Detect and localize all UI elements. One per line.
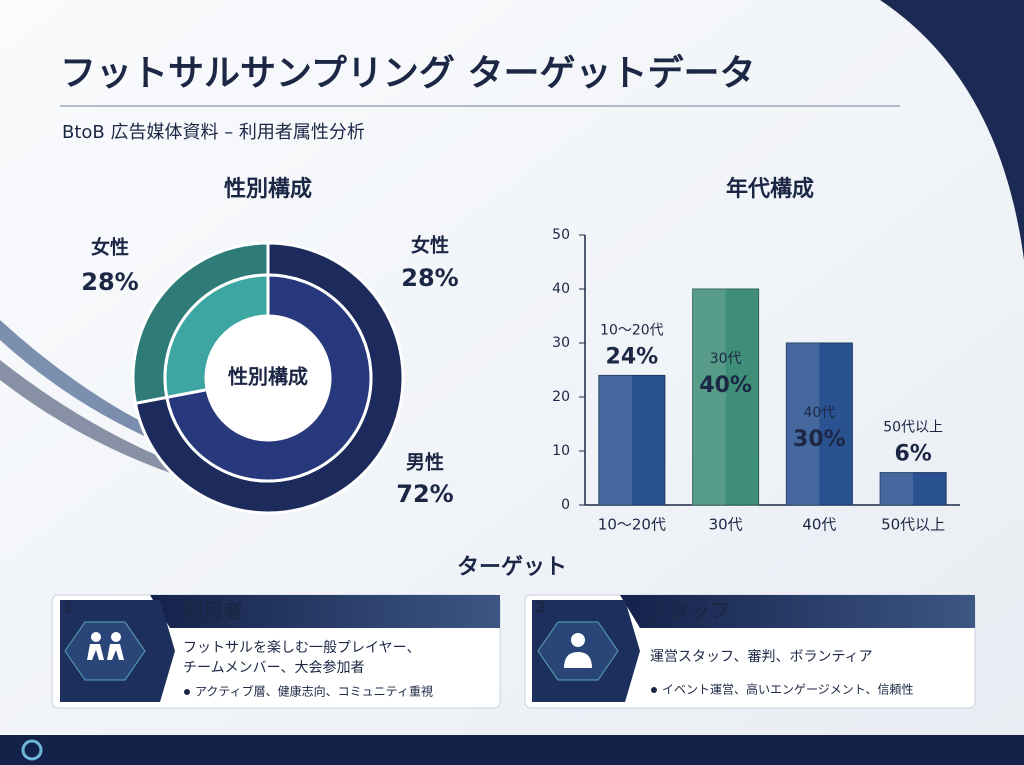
- bar-shine: [692, 289, 726, 505]
- bar-shine: [598, 375, 632, 505]
- slice-label: 28%: [401, 264, 458, 292]
- age-chart: 年代構成 0 10 20 30 40 50 10～20代 10～20代 24% 30代 30代 40%…: [552, 176, 960, 534]
- y-tick-label: 50: [552, 227, 570, 243]
- card-bullet: イベント運営、高いエンゲージメント、信頼性: [662, 682, 914, 697]
- bar-value-label: 24%: [606, 344, 659, 369]
- y-tick-label: 0: [561, 497, 570, 513]
- card-header: [150, 595, 500, 628]
- corner-decoration: [880, 0, 1024, 260]
- target-card: 2 スタッフ 運営スタッフ、審判、ボランティア イベント運営、高いエンゲージメン…: [524, 594, 976, 709]
- donut-hole: [206, 316, 330, 440]
- y-tick-label: 20: [552, 389, 570, 405]
- slice-name: 女性: [91, 236, 129, 259]
- chart-title: 性別構成: [224, 176, 312, 202]
- x-tick-label: 40代: [802, 516, 836, 534]
- card-description: フットサルを楽しむ一般プレイヤー、: [183, 640, 420, 656]
- section-title: ターゲット: [457, 555, 567, 580]
- slice-label: 72%: [396, 480, 453, 508]
- target-card: 1 利用者 フットサルを楽しむ一般プレイヤー、 チームメンバー、大会参加者 アク…: [51, 594, 501, 709]
- hexagon: [537, 621, 619, 681]
- players-icon: [87, 632, 124, 660]
- bar: [598, 374, 666, 506]
- gender-chart: 性別構成 女性 28% 女性 28% 男性 72% 性別構成: [81, 176, 459, 515]
- bar-category-label: 40代: [803, 405, 835, 421]
- y-tick-label: 40: [552, 281, 570, 297]
- page-subtitle: BtoB 広告媒体資料 – 利用者属性分析: [62, 122, 365, 143]
- card-title: 利用者: [183, 599, 243, 623]
- bar-category-label: 10～20代: [600, 322, 664, 338]
- bar-category-label: 30代: [710, 351, 742, 367]
- card-number: 2: [535, 598, 546, 617]
- hexagon: [64, 621, 146, 681]
- slice-name: 男性: [406, 451, 444, 474]
- bar-value-label: 40%: [699, 373, 752, 398]
- slice-name: 女性: [411, 234, 449, 257]
- bar: [785, 342, 853, 506]
- card-title: スタッフ: [650, 599, 730, 623]
- x-tick-label: 30代: [709, 516, 743, 534]
- bullet-dot: [184, 689, 190, 695]
- footer-bar: [0, 735, 1024, 765]
- y-tick-label: 30: [552, 335, 570, 351]
- bar: [879, 472, 947, 506]
- y-tick-label: 10: [552, 443, 570, 459]
- x-tick-label: 10～20代: [598, 516, 666, 534]
- bar-shine: [786, 343, 820, 505]
- x-tick-label: 50代以上: [881, 516, 945, 534]
- bar-category-label: 50代以上: [883, 420, 943, 436]
- footer-logo: [21, 739, 43, 761]
- bar: [692, 288, 760, 506]
- page-title: フットサルサンプリング ターゲットデータ: [60, 52, 755, 94]
- chart-title: 年代構成: [726, 176, 814, 202]
- card-number: 1: [63, 598, 74, 617]
- bullet-dot: [651, 687, 657, 693]
- card-description: 運営スタッフ、審判、ボランティア: [650, 649, 873, 665]
- card-header: [620, 595, 975, 628]
- staff-icon: [564, 633, 592, 668]
- bar-value-label: 30%: [793, 427, 846, 452]
- bar-value-label: 6%: [894, 442, 931, 467]
- card-bullet: アクティブ層、健康志向、コミュニティ重視: [195, 684, 433, 699]
- center-label: 性別構成: [228, 365, 308, 389]
- slice-label: 28%: [81, 268, 138, 296]
- card-description: チームメンバー、大会参加者: [183, 659, 364, 676]
- bar-shine: [880, 472, 914, 505]
